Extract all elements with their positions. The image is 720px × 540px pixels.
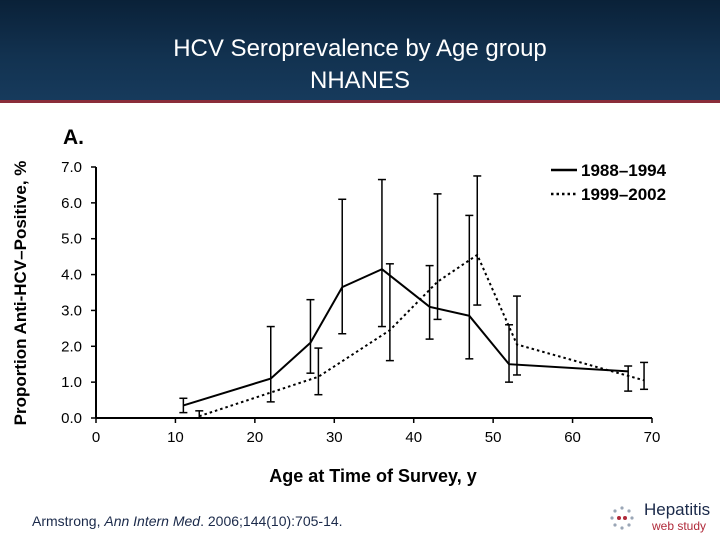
y-tick-label: 1.0 xyxy=(61,374,82,391)
x-tick-label: 60 xyxy=(564,429,581,446)
citation: Armstrong, Ann Intern Med. 2006;144(10):… xyxy=(32,513,343,529)
citation-details: . 2006;144(10):705-14. xyxy=(200,513,343,529)
x-tick-label: 40 xyxy=(405,429,422,446)
x-tick-label: 50 xyxy=(485,429,502,446)
y-tick-label: 0.0 xyxy=(61,410,82,427)
x-tick-label: 0 xyxy=(92,429,100,446)
line-chart: 0 10 20 30 40 50 60 70 0.0 1.0 2.0 3.0 4.0 5.0 6.0 7.0 A… xyxy=(11,126,667,486)
legend-label: 1999–2002 xyxy=(581,185,666,204)
y-tick-label: 3.0 xyxy=(61,302,82,319)
slide-subtitle: NHANES xyxy=(309,67,411,94)
series-line-dotted xyxy=(198,253,645,418)
slide-title: HCV Seroprevalence by Age group xyxy=(173,35,547,62)
x-tick-label: 30 xyxy=(326,429,343,446)
x-tick-label: 70 xyxy=(644,429,661,446)
x-tick-label: 20 xyxy=(247,429,264,446)
series-line-solid xyxy=(183,268,629,407)
panel-label: A. xyxy=(63,126,84,149)
citation-author: Armstrong, xyxy=(32,513,105,529)
title-divider xyxy=(0,100,720,103)
y-tick-label: 4.0 xyxy=(61,267,82,284)
x-axis-title: Age at Time of Survey, y xyxy=(269,466,476,486)
y-axis-title: Proportion Anti-HCV–Positive, % xyxy=(11,161,30,426)
logo-name: Hepatitis xyxy=(644,500,711,519)
logo-dots-icon xyxy=(610,506,634,530)
x-tick-label: 10 xyxy=(167,429,184,446)
y-tick-label: 6.0 xyxy=(61,195,82,212)
legend-label: 1988–1994 xyxy=(581,161,667,180)
logo-subtitle: web study xyxy=(652,519,707,533)
citation-journal: Ann Intern Med xyxy=(104,513,201,529)
y-tick-label: 7.0 xyxy=(61,159,82,176)
hepatitis-web-study-logo: Hepatitis web study xyxy=(604,498,716,538)
y-tick-label: 5.0 xyxy=(61,231,82,248)
y-tick-label: 2.0 xyxy=(61,338,82,355)
title-banner xyxy=(0,0,720,103)
